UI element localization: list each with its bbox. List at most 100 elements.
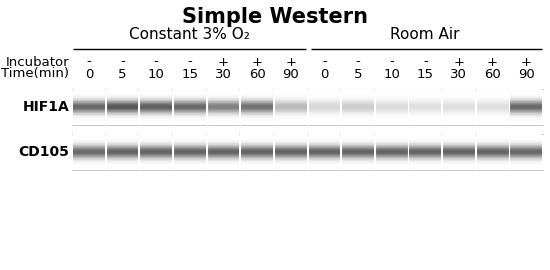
Bar xyxy=(376,100,408,101)
Bar xyxy=(107,121,139,122)
Bar xyxy=(274,146,307,147)
Bar xyxy=(510,105,542,106)
Bar xyxy=(443,134,475,135)
Bar xyxy=(107,142,139,143)
Bar xyxy=(376,115,408,116)
Bar xyxy=(510,163,542,164)
Bar xyxy=(207,91,239,92)
Bar xyxy=(73,94,105,95)
Bar xyxy=(510,113,542,114)
Bar xyxy=(443,166,475,167)
Bar xyxy=(107,137,139,138)
Bar xyxy=(443,100,475,101)
Bar xyxy=(376,153,408,154)
Bar xyxy=(443,93,475,94)
Bar xyxy=(241,142,273,143)
Bar xyxy=(443,94,475,95)
Bar xyxy=(443,100,475,101)
Bar xyxy=(140,124,172,125)
Bar xyxy=(140,158,172,160)
Bar xyxy=(309,107,340,108)
Bar xyxy=(309,114,340,115)
Bar xyxy=(376,119,408,120)
Text: +: + xyxy=(487,56,498,69)
Bar xyxy=(309,133,340,134)
Bar xyxy=(274,154,307,155)
Bar xyxy=(409,102,441,103)
Bar xyxy=(174,94,206,95)
Bar xyxy=(174,109,206,110)
Bar xyxy=(140,160,172,161)
Bar xyxy=(342,142,374,143)
Bar xyxy=(409,163,441,164)
Bar xyxy=(409,137,441,138)
Bar xyxy=(510,139,542,140)
Bar xyxy=(107,167,139,168)
Bar xyxy=(376,88,408,89)
Bar xyxy=(274,158,307,159)
Bar xyxy=(376,103,408,104)
Bar xyxy=(342,162,374,163)
Bar xyxy=(476,166,509,167)
Bar xyxy=(342,159,374,160)
Bar xyxy=(241,119,273,120)
Bar xyxy=(241,110,273,111)
Bar xyxy=(274,154,307,155)
Bar xyxy=(73,163,105,164)
Bar xyxy=(207,160,239,161)
Bar xyxy=(443,96,475,97)
Bar xyxy=(274,94,307,95)
Bar xyxy=(241,100,273,101)
Bar xyxy=(241,112,273,113)
Bar xyxy=(107,122,139,123)
Bar xyxy=(443,164,475,165)
Text: 90: 90 xyxy=(518,68,535,80)
Bar xyxy=(140,97,172,98)
Bar xyxy=(443,153,475,154)
Bar xyxy=(73,110,105,111)
Bar xyxy=(510,162,542,163)
Bar xyxy=(241,118,273,119)
Bar xyxy=(73,108,105,109)
Bar xyxy=(376,160,408,161)
Bar xyxy=(443,114,475,115)
Bar xyxy=(376,121,408,122)
Bar xyxy=(274,97,307,98)
Bar xyxy=(140,115,172,116)
Bar xyxy=(376,108,408,109)
Bar xyxy=(107,169,139,170)
Bar xyxy=(309,100,340,101)
Bar xyxy=(510,101,542,102)
Bar xyxy=(174,100,206,101)
Bar xyxy=(510,115,542,116)
Bar xyxy=(342,123,374,124)
Bar xyxy=(376,104,408,106)
Bar xyxy=(443,110,475,111)
Bar xyxy=(274,115,307,116)
Bar xyxy=(140,120,172,121)
Bar xyxy=(241,122,273,123)
Bar xyxy=(107,99,139,100)
Bar xyxy=(140,158,172,159)
Bar xyxy=(443,169,475,170)
Bar xyxy=(309,160,340,161)
Bar xyxy=(107,162,139,163)
Bar xyxy=(274,109,307,110)
Bar xyxy=(73,96,105,97)
Bar xyxy=(241,166,273,167)
Bar xyxy=(409,160,441,161)
Bar xyxy=(376,108,408,109)
Bar xyxy=(409,124,441,125)
Bar xyxy=(140,148,172,149)
Bar xyxy=(140,100,172,101)
Bar xyxy=(73,106,105,107)
Bar xyxy=(207,142,239,143)
Bar xyxy=(443,150,475,151)
Bar xyxy=(309,157,340,158)
Bar xyxy=(510,117,542,118)
Bar xyxy=(476,168,509,169)
Bar xyxy=(107,141,139,142)
Bar xyxy=(241,133,273,134)
Bar xyxy=(309,153,340,154)
Bar xyxy=(274,164,307,165)
